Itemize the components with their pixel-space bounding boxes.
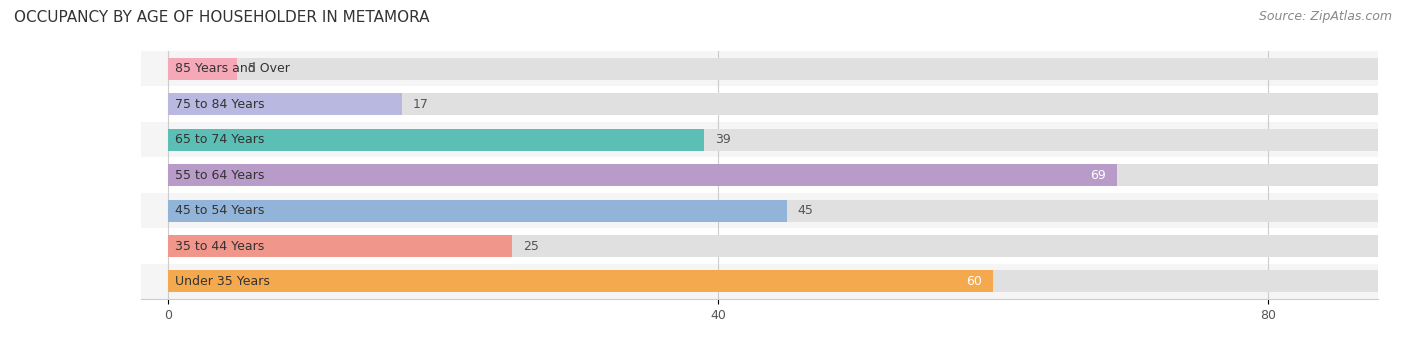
Text: 45: 45 (797, 204, 814, 217)
Bar (169, 164, 1378, 186)
Bar (169, 93, 402, 115)
Text: 35 to 44 Years: 35 to 44 Years (174, 239, 264, 253)
Text: 75 to 84 Years: 75 to 84 Years (174, 98, 264, 111)
Text: 39: 39 (716, 133, 731, 146)
Bar (169, 271, 993, 292)
Bar (169, 164, 1116, 186)
Text: Source: ZipAtlas.com: Source: ZipAtlas.com (1258, 10, 1392, 23)
Text: 85 Years and Over: 85 Years and Over (174, 62, 290, 75)
Bar (141, 122, 1378, 157)
Text: OCCUPANCY BY AGE OF HOUSEHOLDER IN METAMORA: OCCUPANCY BY AGE OF HOUSEHOLDER IN METAM… (14, 10, 430, 25)
Text: 17: 17 (413, 98, 429, 111)
Text: 60: 60 (966, 275, 981, 288)
Bar (169, 235, 512, 257)
Text: 45 to 54 Years: 45 to 54 Years (174, 204, 264, 217)
Text: 65 to 74 Years: 65 to 74 Years (174, 133, 264, 146)
Text: Under 35 Years: Under 35 Years (174, 275, 270, 288)
Text: 69: 69 (1090, 169, 1105, 182)
Bar (169, 93, 1378, 115)
Text: 5: 5 (247, 62, 256, 75)
Bar (141, 228, 1378, 264)
Bar (169, 235, 1378, 257)
Bar (169, 200, 787, 222)
Text: 25: 25 (523, 239, 538, 253)
Bar (169, 200, 1378, 222)
Bar (141, 51, 1378, 86)
Bar (141, 86, 1378, 122)
Bar (141, 264, 1378, 299)
Bar (169, 129, 704, 151)
Bar (141, 193, 1378, 228)
Bar (141, 157, 1378, 193)
Bar (169, 129, 1378, 151)
Bar (169, 58, 236, 80)
Bar (169, 58, 1378, 80)
Bar (169, 271, 1378, 292)
Text: 55 to 64 Years: 55 to 64 Years (174, 169, 264, 182)
